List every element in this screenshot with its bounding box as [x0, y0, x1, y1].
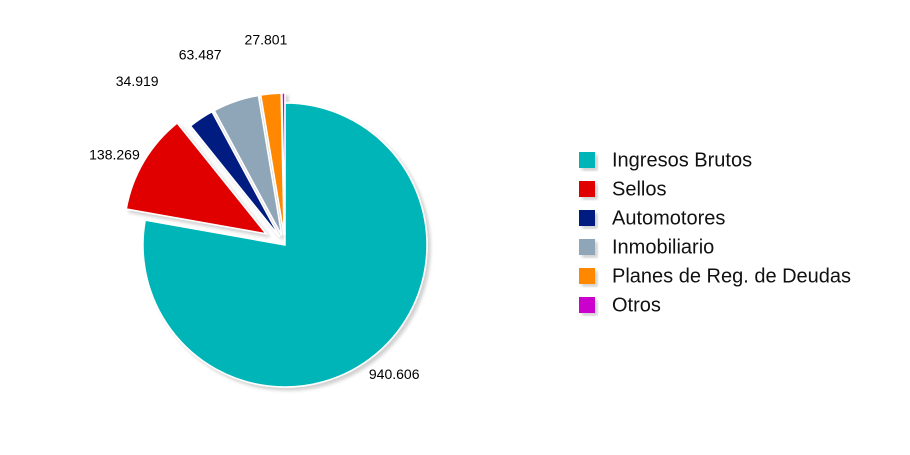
value-label: 138.269 [89, 146, 140, 162]
legend-swatch [579, 239, 595, 255]
pie-slice [189, 110, 281, 238]
legend-label: Otros [612, 294, 661, 316]
pie [125, 92, 428, 388]
legend-label: Sellos [612, 178, 666, 200]
pie-slice [125, 122, 268, 235]
legend-swatch [579, 268, 595, 284]
legend-swatch [579, 210, 595, 226]
legend-swatch [579, 297, 595, 313]
legend-swatch [579, 152, 595, 168]
legend-label: Inmobiliario [612, 236, 714, 258]
pie-slice [259, 92, 285, 236]
pie-slice [281, 92, 286, 236]
legend-label: Automotores [612, 207, 725, 229]
legend-label: Ingresos Brutos [612, 149, 752, 171]
pie-slice [213, 94, 283, 236]
value-label: 940.606 [369, 366, 420, 382]
value-label: 27.801 [245, 32, 288, 48]
value-label: 34.919 [116, 73, 159, 89]
legend-swatch [579, 181, 595, 197]
value-label: 63.487 [179, 47, 222, 63]
pie-slice [142, 102, 428, 388]
legend-label: Planes de Reg. de Deudas [612, 265, 851, 287]
